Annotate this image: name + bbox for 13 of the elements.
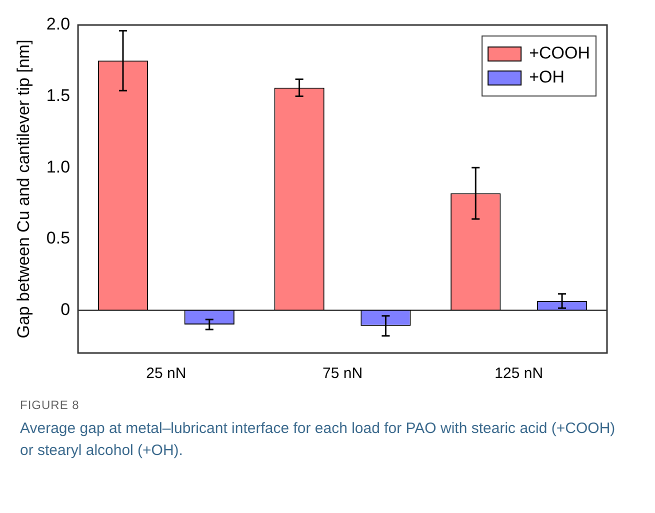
y-tick-label: 0.5 [46, 228, 70, 248]
x-tick-label: 25 nN [146, 365, 186, 382]
y-axis-title: Gap between Cu and cantilever tip [nm] [14, 40, 33, 338]
y-tick-label: 2.0 [46, 14, 70, 34]
text: Average gap at metal–lubricant interface for each load for PAO with stearic acid (+COOH) or stearyl alcohol (+OH). [20, 419, 616, 461]
y-tick-label: 0 [60, 300, 70, 319]
legend-label: +OH [529, 68, 565, 87]
y-tick-label: 1.0 [46, 157, 70, 176]
caption: FIGURE 8 [20, 398, 80, 412]
x-tick-label: 75 nN [322, 365, 363, 382]
x-tick-label: 125 nN [494, 365, 544, 382]
legend-label: +COOH [529, 44, 590, 63]
y-tick-label: 1.5 [46, 86, 70, 105]
